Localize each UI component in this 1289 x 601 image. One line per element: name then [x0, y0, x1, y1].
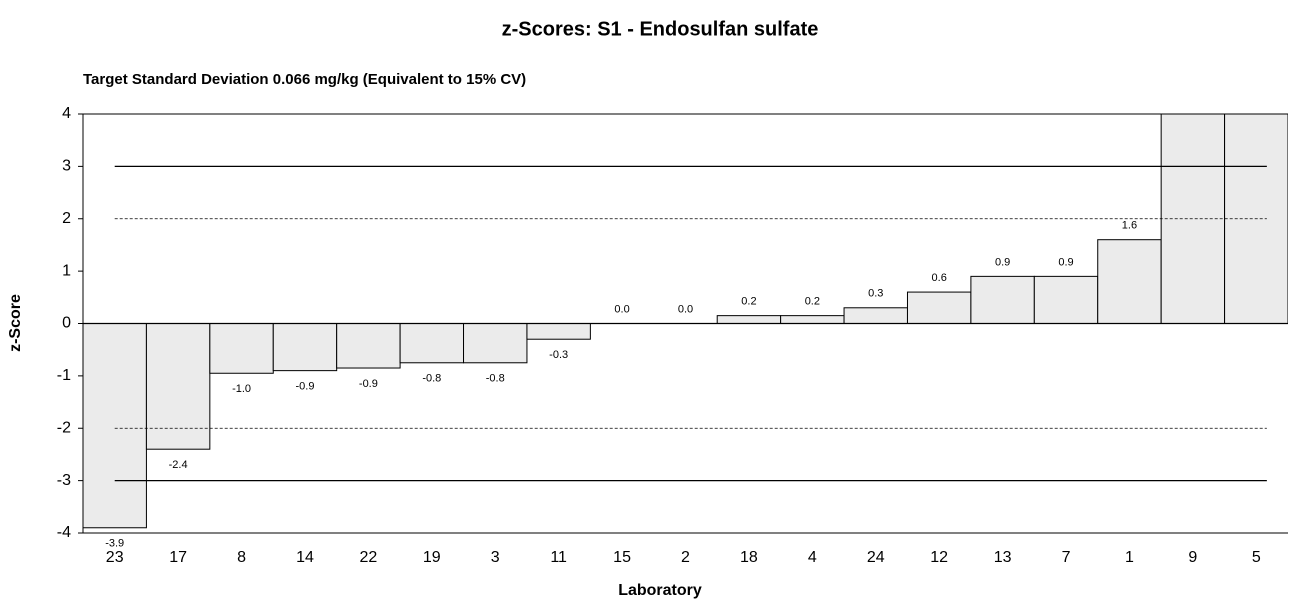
bar — [463, 323, 528, 364]
y-axis-title: z-Score — [7, 294, 24, 352]
data-label: 0.3 — [868, 288, 883, 300]
data-label: -2.4 — [169, 459, 188, 471]
data-label: 0.9 — [995, 256, 1010, 268]
x-tick-label: 18 — [740, 549, 758, 566]
x-axis-title: Laboratory — [618, 582, 702, 599]
x-tick-label: 5 — [1252, 549, 1261, 566]
x-tick-label: 15 — [613, 549, 631, 566]
data-label: -3.9 — [105, 538, 124, 550]
bar — [1033, 275, 1099, 324]
x-tick-label: 1 — [1125, 549, 1134, 566]
data-label: 0.6 — [932, 272, 947, 284]
data-label: -1.0 — [232, 383, 251, 395]
data-label: 0.0 — [614, 303, 629, 315]
chart-subtitle: Target Standard Deviation 0.066 mg/kg (E… — [83, 71, 526, 88]
y-tick-label: -3 — [57, 472, 71, 489]
bar — [1224, 114, 1288, 324]
x-tick-label: 22 — [359, 549, 377, 566]
x-tick-label: 23 — [106, 549, 124, 566]
bar — [83, 323, 147, 529]
y-tick-label: 1 — [62, 262, 71, 279]
x-tick-label: 3 — [491, 549, 500, 566]
x-tick-label: 9 — [1188, 549, 1197, 566]
bar — [336, 323, 401, 369]
y-tick-label: 2 — [62, 210, 71, 227]
x-tick-label: 17 — [169, 549, 187, 566]
y-tick-label: -4 — [57, 524, 71, 541]
x-tick-label: 2 — [681, 549, 690, 566]
data-label: 0.9 — [1058, 256, 1073, 268]
bar — [716, 315, 782, 324]
data-label: -0.3 — [549, 349, 568, 361]
y-tick-label: 4 — [62, 105, 71, 122]
bar — [209, 323, 274, 374]
data-label: -0.9 — [359, 378, 378, 390]
bar — [906, 291, 972, 325]
x-tick-label: 14 — [296, 549, 314, 566]
x-tick-label: 7 — [1062, 549, 1071, 566]
x-tick-label: 8 — [237, 549, 246, 566]
x-tick-label: 13 — [994, 549, 1012, 566]
data-label: -0.8 — [486, 373, 505, 385]
x-tick-label: 4 — [808, 549, 817, 566]
data-label: 0.2 — [805, 296, 820, 308]
x-tick-label: 11 — [550, 549, 567, 566]
data-label: 0.2 — [741, 296, 756, 308]
bar — [526, 323, 591, 340]
x-tick-label: 12 — [930, 549, 948, 566]
data-label: -0.9 — [295, 381, 314, 393]
bar — [145, 323, 211, 450]
bar — [780, 315, 845, 324]
y-tick-label: -2 — [57, 419, 71, 436]
data-label: 1.6 — [1122, 220, 1137, 232]
bar — [1160, 114, 1226, 324]
y-tick-label: 0 — [62, 315, 71, 332]
chart-title: z-Scores: S1 - Endosulfan sulfate — [502, 18, 819, 40]
bar — [399, 323, 465, 364]
bar — [843, 307, 908, 325]
data-label: -0.8 — [422, 373, 441, 385]
data-label: 0.0 — [678, 303, 693, 315]
x-tick-label: 24 — [867, 549, 885, 566]
x-tick-label: 19 — [423, 549, 441, 566]
y-tick-label: 3 — [62, 158, 71, 175]
bar — [272, 323, 338, 372]
y-tick-label: -1 — [57, 367, 71, 384]
bar — [1097, 239, 1162, 324]
bar — [970, 275, 1035, 324]
